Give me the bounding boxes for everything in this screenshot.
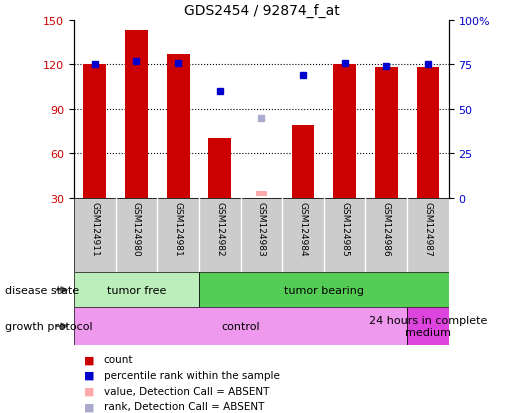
Text: GSM124986: GSM124986 bbox=[381, 202, 390, 256]
Bar bbox=[166, 55, 189, 198]
Bar bbox=[83, 65, 106, 198]
Bar bbox=[256, 192, 266, 197]
Bar bbox=[208, 139, 231, 198]
Text: ■: ■ bbox=[84, 386, 95, 396]
Text: GSM124983: GSM124983 bbox=[257, 202, 265, 256]
Text: GSM124984: GSM124984 bbox=[298, 202, 307, 256]
Text: GSM124982: GSM124982 bbox=[215, 202, 224, 256]
Text: disease state: disease state bbox=[5, 285, 79, 295]
Text: growth protocol: growth protocol bbox=[5, 321, 93, 331]
Text: tumor bearing: tumor bearing bbox=[284, 285, 363, 295]
Bar bbox=[74, 273, 199, 308]
Text: GSM124981: GSM124981 bbox=[173, 202, 182, 256]
Bar bbox=[74, 308, 406, 345]
Bar bbox=[406, 308, 448, 345]
Text: ■: ■ bbox=[84, 370, 95, 380]
Bar bbox=[125, 31, 148, 198]
Text: ■: ■ bbox=[84, 401, 95, 411]
Text: GSM124985: GSM124985 bbox=[340, 202, 349, 256]
Bar bbox=[199, 273, 448, 308]
Text: value, Detection Call = ABSENT: value, Detection Call = ABSENT bbox=[103, 386, 268, 396]
Bar bbox=[416, 68, 439, 198]
Text: control: control bbox=[221, 321, 260, 331]
Text: percentile rank within the sample: percentile rank within the sample bbox=[103, 370, 279, 380]
Text: count: count bbox=[103, 354, 133, 364]
Text: 24 hours in complete
medium: 24 hours in complete medium bbox=[368, 316, 486, 337]
Bar bbox=[374, 68, 397, 198]
Text: GSM124987: GSM124987 bbox=[422, 202, 432, 256]
Bar bbox=[291, 126, 314, 198]
Text: ■: ■ bbox=[84, 354, 95, 364]
Text: tumor free: tumor free bbox=[106, 285, 166, 295]
Title: GDS2454 / 92874_f_at: GDS2454 / 92874_f_at bbox=[183, 4, 338, 18]
Text: rank, Detection Call = ABSENT: rank, Detection Call = ABSENT bbox=[103, 401, 263, 411]
Text: GSM124911: GSM124911 bbox=[90, 202, 99, 256]
Text: GSM124980: GSM124980 bbox=[132, 202, 140, 256]
Bar bbox=[332, 65, 355, 198]
